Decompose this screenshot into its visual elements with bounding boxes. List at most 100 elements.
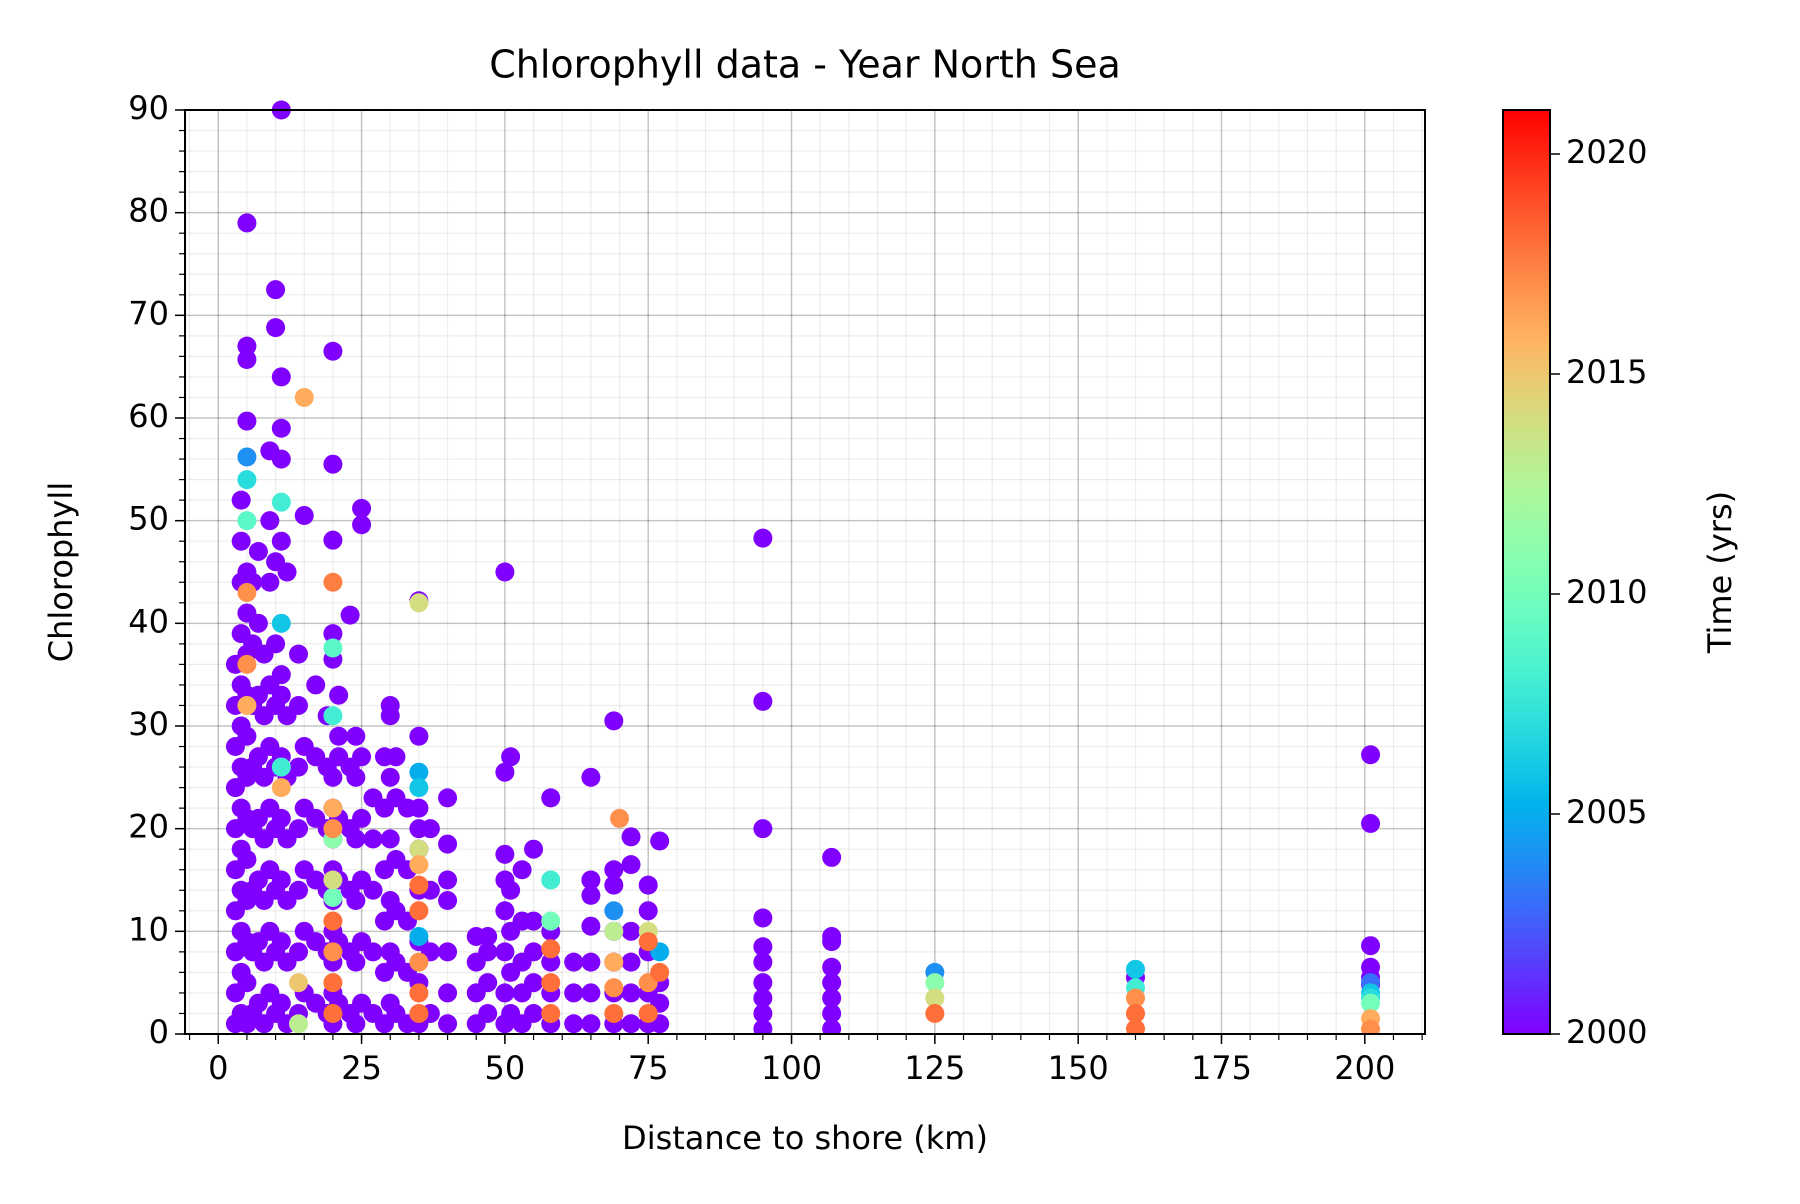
point (438, 870, 458, 890)
point (237, 411, 257, 431)
x-tick-label: 100 (761, 1049, 822, 1087)
point (564, 983, 584, 1003)
point (478, 942, 498, 962)
point (621, 952, 641, 972)
point (822, 973, 842, 993)
point (409, 593, 429, 613)
point (1361, 1019, 1381, 1034)
y-tick-label: 0 (149, 1013, 169, 1051)
point (409, 1003, 429, 1023)
y-tick-label: 40 (128, 602, 169, 640)
point (638, 901, 658, 921)
point (271, 449, 291, 469)
point (501, 747, 521, 767)
point (323, 767, 343, 787)
point (478, 926, 498, 946)
point (753, 952, 773, 972)
point (925, 973, 945, 993)
points (225, 100, 1381, 1034)
point (260, 511, 280, 531)
point (581, 885, 601, 905)
point (409, 926, 429, 946)
point (541, 788, 561, 808)
point (346, 952, 366, 972)
point (541, 973, 561, 993)
point (271, 932, 291, 952)
point (409, 875, 429, 895)
point (271, 492, 291, 512)
x-tick-label: 75 (628, 1049, 669, 1087)
point (237, 213, 257, 233)
point (650, 831, 670, 851)
point (409, 762, 429, 782)
y-tick-label: 80 (128, 192, 169, 230)
x-tick-label: 0 (208, 1049, 228, 1087)
point (604, 711, 624, 731)
x-tick-label: 50 (485, 1049, 526, 1087)
point (438, 788, 458, 808)
point (271, 685, 291, 705)
point (541, 1003, 561, 1023)
point (271, 808, 291, 828)
point (524, 942, 544, 962)
point (822, 847, 842, 867)
y-tick-label: 50 (128, 500, 169, 538)
point (1125, 959, 1145, 979)
colorbar-tick-label: 2015 (1566, 353, 1647, 391)
axes-frame (184, 109, 1426, 1035)
point (266, 634, 286, 654)
point (1361, 936, 1381, 956)
point (323, 572, 343, 592)
point (581, 916, 601, 936)
point (237, 470, 257, 490)
point (581, 870, 601, 890)
point (409, 901, 429, 921)
point (822, 1003, 842, 1023)
point (409, 839, 429, 859)
point (604, 978, 624, 998)
point (420, 819, 440, 839)
point (323, 819, 343, 839)
point (604, 952, 624, 972)
point (289, 942, 309, 962)
point (271, 531, 291, 551)
point (323, 1003, 343, 1023)
point (277, 562, 297, 582)
point (495, 942, 515, 962)
point (541, 911, 561, 931)
point (294, 387, 314, 407)
point (753, 988, 773, 1008)
point (638, 1003, 658, 1023)
point (271, 665, 291, 685)
point (438, 983, 458, 1003)
point (621, 855, 641, 875)
point (581, 1014, 601, 1034)
colorbar-tick-label: 2010 (1566, 573, 1647, 611)
point (753, 937, 773, 957)
point (1361, 957, 1381, 977)
point (271, 757, 291, 777)
point (604, 901, 624, 921)
point (289, 973, 309, 993)
point (438, 891, 458, 911)
point (271, 993, 291, 1013)
point (266, 280, 286, 300)
point (524, 911, 544, 931)
point (581, 767, 601, 787)
point (289, 819, 309, 839)
point (753, 691, 773, 711)
x-tick-label: 175 (1191, 1049, 1252, 1087)
point (621, 921, 641, 941)
x-tick-label: 200 (1334, 1049, 1395, 1087)
point (323, 341, 343, 361)
point (438, 834, 458, 854)
point (581, 952, 601, 972)
point (237, 583, 257, 603)
point (495, 762, 515, 782)
point (289, 644, 309, 664)
point (346, 726, 366, 746)
point (323, 454, 343, 474)
point (306, 675, 326, 695)
point (822, 957, 842, 977)
point (438, 942, 458, 962)
